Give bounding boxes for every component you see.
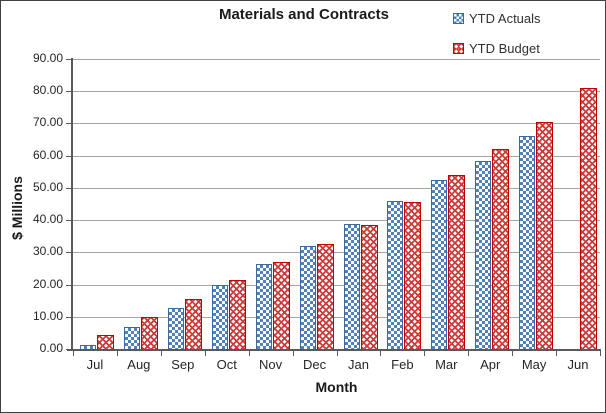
y-axis-tick bbox=[66, 316, 73, 318]
bar-ytd-actuals-jul bbox=[80, 345, 96, 349]
x-tick-label: Jun bbox=[567, 357, 589, 372]
bar-ytd-budget-jul bbox=[97, 334, 114, 349]
x-axis-tick bbox=[292, 351, 294, 356]
y-axis-tick bbox=[66, 187, 73, 189]
plot-area bbox=[73, 59, 600, 349]
gridline bbox=[73, 187, 600, 189]
bar-ytd-actuals-dec bbox=[299, 245, 316, 349]
checker-swatch-icon bbox=[453, 12, 464, 24]
x-axis-tick bbox=[204, 351, 206, 356]
bar-ytd-actuals-may bbox=[519, 136, 536, 349]
gridline bbox=[73, 284, 600, 286]
bar-ytd-budget-mar bbox=[448, 175, 466, 349]
bar-ytd-budget-oct bbox=[228, 279, 246, 349]
x-axis-title: Month bbox=[315, 379, 358, 395]
x-tick-label: Apr bbox=[480, 357, 501, 372]
bar-ytd-budget-dec bbox=[316, 243, 334, 349]
bar-ytd-budget-nov bbox=[272, 262, 290, 349]
bar-ytd-actuals-oct bbox=[211, 284, 228, 349]
x-axis-tick bbox=[116, 351, 118, 356]
x-axis-tick bbox=[600, 351, 601, 356]
bar-ytd-budget-jun bbox=[580, 88, 598, 349]
y-tick-label: 10.00 bbox=[32, 308, 63, 323]
gridline bbox=[73, 59, 600, 60]
gridline bbox=[73, 91, 600, 93]
gridline bbox=[73, 123, 600, 125]
legend-label: YTD Budget bbox=[469, 40, 540, 56]
bar-ytd-actuals-sep bbox=[167, 307, 184, 349]
bar-ytd-budget-sep bbox=[184, 298, 202, 349]
x-axis-tick bbox=[468, 351, 470, 356]
y-axis-tick bbox=[66, 220, 73, 222]
bar-ytd-budget-may bbox=[536, 121, 554, 349]
y-axis-tick bbox=[66, 91, 73, 93]
bar-ytd-actuals-apr bbox=[475, 161, 492, 349]
y-tick-label: 40.00 bbox=[32, 212, 63, 227]
x-tick-label: May bbox=[521, 357, 547, 372]
y-axis-tick bbox=[66, 252, 73, 254]
weave-swatch-icon bbox=[453, 42, 464, 54]
x-axis-tick bbox=[248, 351, 250, 356]
x-tick-label: Feb bbox=[391, 357, 414, 372]
x-axis-tick bbox=[556, 351, 558, 356]
bar-ytd-budget-aug bbox=[140, 317, 158, 349]
x-tick-label: Jan bbox=[347, 357, 369, 372]
x-axis-tick bbox=[424, 351, 426, 356]
bar-ytd-actuals-nov bbox=[255, 263, 272, 349]
x-axis-tick bbox=[73, 351, 74, 356]
bar-ytd-actuals-jan bbox=[343, 223, 360, 349]
gridline bbox=[73, 220, 600, 222]
x-axis-tick bbox=[160, 351, 162, 356]
legend: YTD Actuals YTD Budget bbox=[453, 8, 541, 68]
legend-item-ytd-actuals: YTD Actuals bbox=[453, 8, 541, 28]
y-axis-tick bbox=[66, 349, 73, 350]
bar-ytd-budget-apr bbox=[492, 149, 510, 349]
y-tick-label: 0.00 bbox=[39, 341, 63, 355]
gridline bbox=[73, 252, 600, 254]
x-tick-label: Sep bbox=[171, 357, 195, 372]
bar-ytd-actuals-mar bbox=[431, 180, 448, 349]
x-tick-label: Aug bbox=[127, 357, 151, 372]
bar-ytd-budget-jan bbox=[360, 224, 378, 349]
y-tick-label: 90.00 bbox=[32, 51, 63, 65]
x-axis-tick bbox=[380, 351, 382, 356]
y-tick-label: 70.00 bbox=[32, 115, 63, 130]
y-tick-label: 80.00 bbox=[32, 83, 63, 98]
y-tick-label: 20.00 bbox=[32, 276, 63, 291]
bar-ytd-actuals-feb bbox=[387, 200, 404, 349]
chart-title: Materials and Contracts bbox=[218, 6, 390, 23]
x-tick-label: Dec bbox=[302, 357, 327, 372]
gridline bbox=[73, 155, 600, 157]
x-tick-label: Nov bbox=[259, 357, 283, 372]
y-tick-label: 30.00 bbox=[32, 244, 63, 259]
y-axis-tick bbox=[66, 123, 73, 125]
y-axis-tick bbox=[66, 284, 73, 286]
y-axis-line bbox=[71, 58, 73, 350]
y-axis-tick bbox=[66, 155, 73, 157]
x-tick-label: Jul bbox=[86, 357, 104, 372]
bar-ytd-actuals-aug bbox=[123, 327, 140, 349]
legend-item-ytd-budget: YTD Budget bbox=[453, 38, 541, 58]
x-axis-tick bbox=[336, 351, 338, 356]
legend-label: YTD Actuals bbox=[469, 10, 541, 26]
y-axis-tick bbox=[66, 59, 73, 60]
x-tick-label: Oct bbox=[216, 357, 237, 372]
y-tick-label: 60.00 bbox=[32, 147, 63, 162]
gridline bbox=[73, 316, 600, 318]
x-axis-line bbox=[67, 349, 601, 351]
x-axis-tick bbox=[512, 351, 514, 356]
y-tick-label: 50.00 bbox=[32, 179, 63, 194]
x-tick-label: Mar bbox=[435, 357, 458, 372]
bar-ytd-budget-feb bbox=[404, 202, 422, 349]
